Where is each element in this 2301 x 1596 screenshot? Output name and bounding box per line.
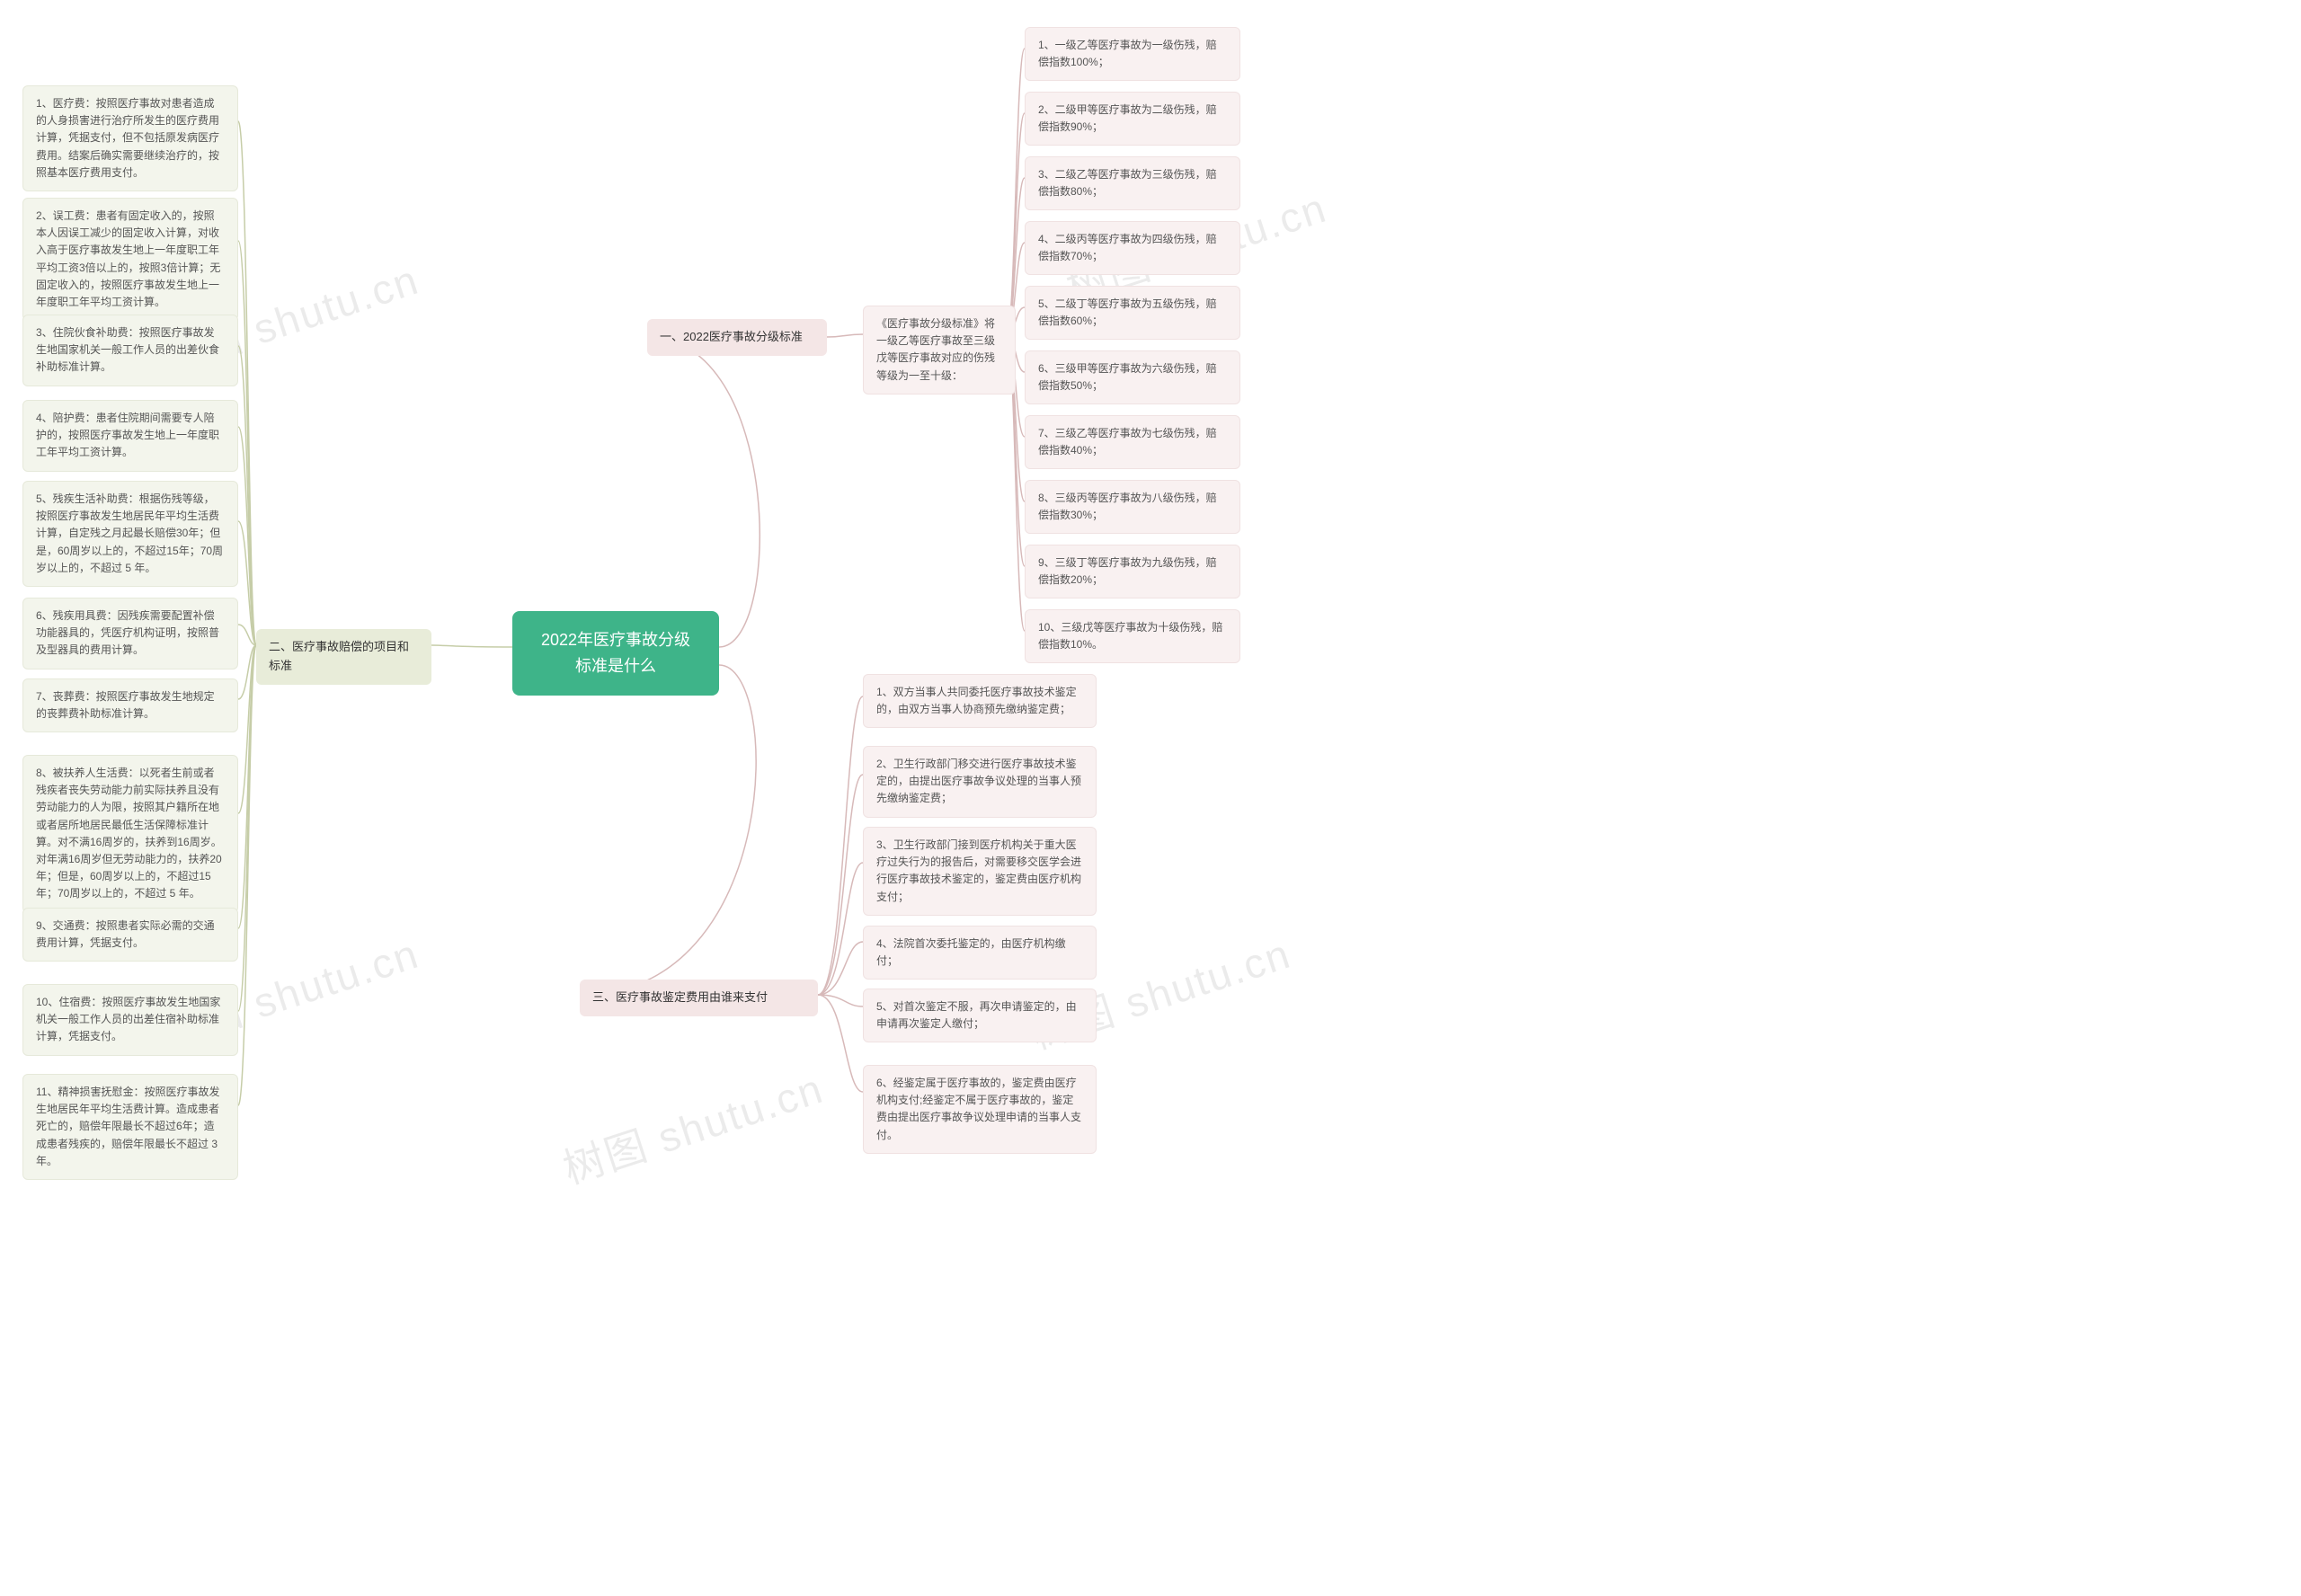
branch1-item: 3、二级乙等医疗事故为三级伤残，赔偿指数80%； [1025,156,1240,210]
branch2-item: 2、误工费：患者有固定收入的，按照本人因误工减少的固定收入计算，对收入高于医疗事… [22,198,238,321]
branch1-item: 7、三级乙等医疗事故为七级伤残，赔偿指数40%； [1025,415,1240,469]
branch2-item: 4、陪护费：患者住院期间需要专人陪护的，按照医疗事故发生地上一年度职工年平均工资… [22,400,238,472]
branch1-item: 5、二级丁等医疗事故为五级伤残，赔偿指数60%； [1025,286,1240,340]
branch1-item: 9、三级丁等医疗事故为九级伤残，赔偿指数20%； [1025,545,1240,598]
root-node: 2022年医疗事故分级标准是什么 [512,611,719,696]
branch2-item: 11、精神损害抚慰金：按照医疗事故发生地居民年平均生活费计算。造成患者死亡的，赔… [22,1074,238,1180]
branch2-item: 10、住宿费：按照医疗事故发生地国家机关一般工作人员的出差住宿补助标准计算，凭据… [22,984,238,1056]
branch1-item: 1、一级乙等医疗事故为一级伤残，赔偿指数100%； [1025,27,1240,81]
branch1-item: 4、二级丙等医疗事故为四级伤残，赔偿指数70%； [1025,221,1240,275]
watermark: 树图 shutu.cn [555,1056,830,1196]
branch2-item: 3、住院伙食补助费：按照医疗事故发生地国家机关一般工作人员的出差伙食补助标准计算… [22,315,238,386]
branch2-item: 5、残疾生活补助费：根据伤残等级，按照医疗事故发生地居民年平均生活费计算，自定残… [22,481,238,587]
branch1-label: 一、2022医疗事故分级标准 [647,319,827,356]
branch1-desc: 《医疗事故分级标准》将一级乙等医疗事故至三级戊等医疗事故对应的伤残等级为一至十级… [863,306,1016,395]
branch3-item: 1、双方当事人共同委托医疗事故技术鉴定的，由双方当事人协商预先缴纳鉴定费； [863,674,1097,728]
branch2-item: 9、交通费：按照患者实际必需的交通费用计算，凭据支付。 [22,908,238,962]
branch2-item: 7、丧葬费：按照医疗事故发生地规定的丧葬费补助标准计算。 [22,678,238,732]
branch1-item: 8、三级丙等医疗事故为八级伤残，赔偿指数30%； [1025,480,1240,534]
branch3-item: 5、对首次鉴定不服，再次申请鉴定的，由申请再次鉴定人缴付； [863,989,1097,1042]
branch3-item: 2、卫生行政部门移交进行医疗事故技术鉴定的，由提出医疗事故争议处理的当事人预先缴… [863,746,1097,818]
branch2-item: 6、残疾用具费：因残疾需要配置补偿功能器具的，凭医疗机构证明，按照普及型器具的费… [22,598,238,669]
branch2-label: 二、医疗事故赔偿的项目和标准 [256,629,431,685]
branch1-item: 6、三级甲等医疗事故为六级伤残，赔偿指数50%； [1025,350,1240,404]
branch3-label: 三、医疗事故鉴定费用由谁来支付 [580,980,818,1016]
branch1-item: 10、三级戊等医疗事故为十级伤残，赔偿指数10%。 [1025,609,1240,663]
branch2-item: 8、被扶养人生活费：以死者生前或者残疾者丧失劳动能力前实际扶养且没有劳动能力的人… [22,755,238,913]
branch3-item: 4、法院首次委托鉴定的，由医疗机构缴付； [863,926,1097,980]
branch3-item: 3、卫生行政部门接到医疗机构关于重大医疗过失行为的报告后，对需要移交医学会进行医… [863,827,1097,916]
branch1-item: 2、二级甲等医疗事故为二级伤残，赔偿指数90%； [1025,92,1240,146]
branch3-item: 6、经鉴定属于医疗事故的，鉴定费由医疗机构支付;经鉴定不属于医疗事故的，鉴定费由… [863,1065,1097,1154]
branch2-item: 1、医疗费：按照医疗事故对患者造成的人身损害进行治疗所发生的医疗费用计算，凭据支… [22,85,238,191]
